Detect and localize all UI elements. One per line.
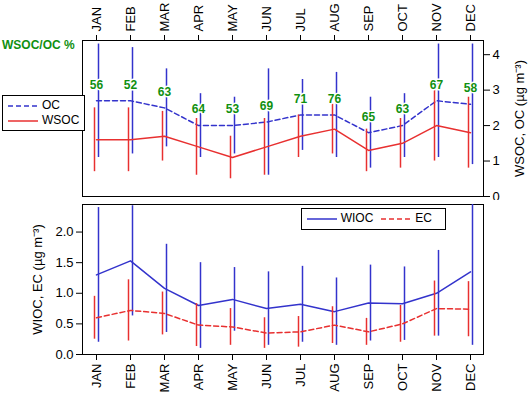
svg-text:AUG: AUG bbox=[327, 3, 342, 31]
svg-text:76: 76 bbox=[328, 92, 342, 106]
svg-text:0.5: 0.5 bbox=[55, 316, 73, 331]
svg-text:67: 67 bbox=[430, 78, 444, 92]
svg-text:FEB: FEB bbox=[123, 6, 138, 31]
svg-text:DEC: DEC bbox=[463, 364, 478, 391]
svg-text:0: 0 bbox=[493, 189, 500, 200]
svg-text:DEC: DEC bbox=[463, 4, 478, 31]
svg-text:OCT: OCT bbox=[395, 4, 410, 32]
svg-text:SEP: SEP bbox=[361, 5, 376, 31]
svg-text:MAR: MAR bbox=[157, 364, 172, 393]
html-text:WIOC: WIOC bbox=[340, 211, 374, 225]
svg-text:63: 63 bbox=[158, 85, 172, 99]
svg-text:64: 64 bbox=[192, 102, 206, 116]
svg-text:WIOC, EC (µg m⁻³): WIOC, EC (µg m⁻³) bbox=[30, 224, 45, 334]
svg-text:JAN: JAN bbox=[89, 7, 104, 32]
svg-text:APR: APR bbox=[191, 364, 206, 391]
svg-text:FEB: FEB bbox=[123, 364, 138, 389]
svg-text:JUN: JUN bbox=[259, 364, 274, 389]
svg-text:53: 53 bbox=[226, 102, 240, 116]
svg-text:JAN: JAN bbox=[89, 364, 104, 389]
svg-text:AUG: AUG bbox=[327, 364, 342, 392]
svg-text:1.0: 1.0 bbox=[55, 285, 73, 300]
svg-text:63: 63 bbox=[396, 102, 410, 116]
svg-text:1.5: 1.5 bbox=[55, 255, 73, 270]
svg-text:JUN: JUN bbox=[259, 6, 274, 31]
html-text:OC: OC bbox=[42, 98, 60, 112]
svg-text:0.0: 0.0 bbox=[55, 347, 73, 362]
svg-text:WSOC, OC (µg m⁻³): WSOC, OC (µg m⁻³) bbox=[512, 60, 527, 177]
html-text:WSOC/OC %: WSOC/OC % bbox=[2, 38, 75, 52]
svg-text:65: 65 bbox=[362, 110, 376, 124]
svg-text:MAR: MAR bbox=[157, 3, 172, 32]
svg-text:MAY: MAY bbox=[225, 363, 240, 391]
svg-text:JUL: JUL bbox=[293, 8, 308, 31]
html-text:WSOC: WSOC bbox=[42, 113, 80, 127]
svg-text:58: 58 bbox=[464, 81, 478, 95]
svg-text:MAY: MAY bbox=[225, 4, 240, 32]
svg-text:3: 3 bbox=[493, 82, 500, 97]
svg-text:APR: APR bbox=[191, 5, 206, 32]
svg-text:NOV: NOV bbox=[429, 3, 444, 32]
svg-text:1: 1 bbox=[493, 153, 500, 168]
svg-text:69: 69 bbox=[260, 99, 274, 113]
html-text:EC: EC bbox=[415, 211, 432, 225]
svg-text:2: 2 bbox=[493, 118, 500, 133]
svg-text:OCT: OCT bbox=[395, 363, 410, 391]
svg-text:56: 56 bbox=[90, 78, 104, 92]
svg-text:71: 71 bbox=[294, 92, 308, 106]
svg-text:4: 4 bbox=[493, 47, 500, 62]
svg-text:NOV: NOV bbox=[429, 363, 444, 392]
svg-text:52: 52 bbox=[124, 78, 138, 92]
svg-text:SEP: SEP bbox=[361, 364, 376, 390]
svg-text:JUL: JUL bbox=[293, 364, 308, 387]
svg-text:2.0: 2.0 bbox=[55, 224, 73, 239]
